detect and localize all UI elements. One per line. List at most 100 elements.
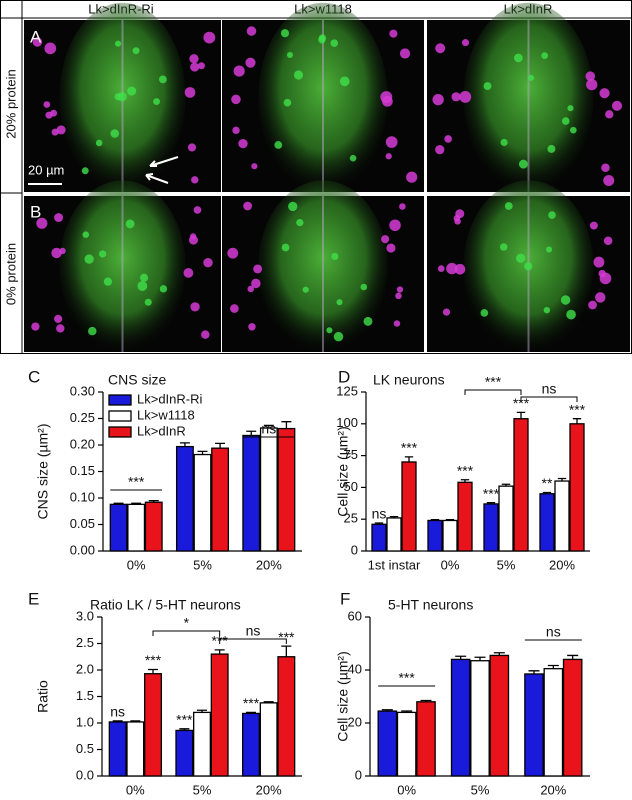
y-tick-label: 0 <box>355 767 362 782</box>
chart-title: Ratio LK / 5-HT neurons <box>90 597 241 613</box>
micrograph-cell <box>274 141 283 149</box>
micrograph-cell <box>330 39 339 47</box>
error-bar <box>474 656 486 661</box>
bar <box>442 519 458 552</box>
micrograph-cell <box>144 298 152 306</box>
micrograph-cell <box>286 52 293 59</box>
micrograph-cell <box>605 110 614 119</box>
error-bar <box>263 424 274 429</box>
error-bar <box>374 522 384 525</box>
micrograph-cell <box>585 71 596 82</box>
micrograph-cell <box>318 36 326 44</box>
micrograph-cell <box>480 309 489 317</box>
significance-label: *** <box>128 474 145 490</box>
y-tick-label: 100 <box>336 415 358 430</box>
y-tick-label: 0.05 <box>70 516 95 531</box>
significance-label: *** <box>243 695 260 711</box>
chart-title: CNS size <box>108 372 167 388</box>
micrograph-cell <box>248 323 256 331</box>
micrograph-cell <box>137 281 148 291</box>
x-tick-label: 5% <box>193 782 212 797</box>
significance-label: *** <box>513 395 530 411</box>
significance-label: ns <box>372 506 387 522</box>
micrograph-cell <box>280 29 290 38</box>
y-tick-label: 20 <box>348 714 362 729</box>
micrograph-cell <box>595 292 606 303</box>
significance-label: *** <box>145 652 162 668</box>
micrograph-cell <box>191 176 199 184</box>
micrograph-cell <box>603 174 615 186</box>
bar <box>277 427 296 552</box>
y-axis-title: CNS size (µm²) <box>35 424 51 520</box>
micrograph-cell <box>586 78 598 91</box>
micrograph-cell <box>158 75 167 84</box>
error-bar <box>455 655 467 660</box>
micrograph-cell <box>593 256 605 268</box>
micrograph-cell <box>399 48 411 59</box>
micrograph-cell <box>283 98 292 107</box>
micrograph-cell <box>190 302 200 312</box>
bar <box>513 418 529 552</box>
micrograph-grid: Lk>dInR-Ri Lk>w1118 Lk>dInR 20% protein … <box>0 0 632 354</box>
error-bar <box>179 728 190 731</box>
micrograph-cell <box>386 243 396 253</box>
significance-bracket <box>464 389 522 395</box>
micrograph-cell <box>527 74 535 81</box>
micrograph-cell <box>446 262 458 275</box>
x-tick-label: 5% <box>471 782 490 797</box>
bar <box>242 434 261 552</box>
bar <box>175 729 194 777</box>
y-tick-label: 0.30 <box>70 383 95 398</box>
micrograph-cell <box>454 263 466 275</box>
legend-label: Lk>dInR-Ri <box>137 391 202 406</box>
micrograph-cell <box>36 217 48 229</box>
micrograph-cell <box>601 163 610 172</box>
micrograph-cell <box>190 233 197 240</box>
error-bar <box>131 502 142 505</box>
micrograph-cell <box>326 327 333 334</box>
bar <box>524 673 544 777</box>
micrograph-cell <box>82 231 90 238</box>
bar <box>450 658 471 777</box>
micrograph-cell <box>385 153 392 160</box>
scale-bar-label: 20 µm <box>28 162 64 177</box>
micrograph-cell <box>184 87 196 98</box>
micrograph-cell <box>247 285 255 293</box>
error-bar <box>486 502 496 504</box>
micrograph-cell <box>44 42 57 55</box>
significance-label: *** <box>457 462 474 478</box>
micrograph-cell <box>197 62 205 70</box>
error-bar <box>572 418 582 424</box>
error-bar <box>516 411 526 419</box>
error-bar <box>445 519 455 521</box>
micrograph-cell <box>598 269 606 278</box>
significance-bracket <box>219 638 287 644</box>
error-bar <box>246 430 257 436</box>
error-bar <box>197 450 208 455</box>
significance-label: *** <box>401 440 418 456</box>
significance-label: *** <box>278 629 295 645</box>
x-tick-label: 1st instar <box>368 557 421 572</box>
micrograph-cell <box>115 40 122 47</box>
bar <box>144 501 163 552</box>
micrograph-cell <box>545 246 553 253</box>
bar <box>108 721 127 777</box>
micrograph-cell <box>95 139 103 147</box>
micrograph-cell <box>281 243 290 252</box>
y-tick-label: 0.10 <box>70 489 95 504</box>
legend-label: Lk>w1118 <box>137 407 195 422</box>
micrograph-cell <box>99 250 107 258</box>
micrograph-cell <box>140 273 149 282</box>
micrograph-cell <box>253 264 263 274</box>
y-tick-label: 60 <box>348 608 362 623</box>
bar <box>543 668 564 777</box>
micrograph-cell <box>153 98 161 106</box>
legend-swatch <box>108 394 132 406</box>
micrograph-cell <box>396 286 404 293</box>
micrograph-cell <box>243 201 253 211</box>
bar <box>127 503 146 552</box>
significance-label: ns <box>246 623 261 639</box>
micrograph-cell <box>190 62 200 72</box>
micrograph-cell <box>514 53 523 63</box>
micrograph-cell <box>201 330 210 339</box>
